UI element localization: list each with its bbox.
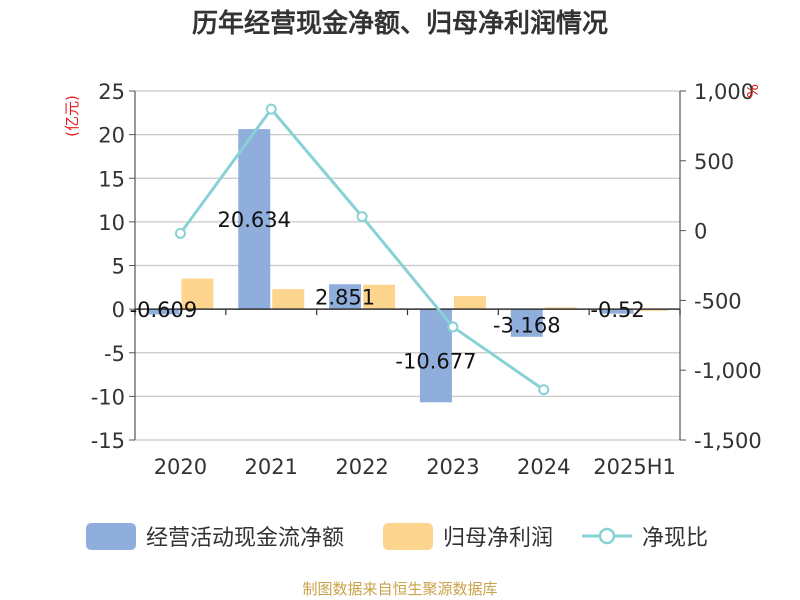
ratio-line-series <box>174 103 550 396</box>
legend: 经营活动现金流净额 归母净利润 净现比 <box>0 518 800 554</box>
ratio-point <box>265 103 277 115</box>
bar-ocf <box>510 309 543 337</box>
legend-label-np: 归母净利润 <box>443 526 554 551</box>
ratio-point <box>356 211 368 223</box>
data-label-ocf: -0.52 <box>590 298 644 322</box>
left-tick-label: 15 <box>98 167 125 191</box>
left-tick-label: -15 <box>91 429 125 453</box>
bar-np <box>272 289 305 310</box>
right-tick-label: -500 <box>694 289 742 313</box>
axes: -15 -10 -5 0 5 10 15 20 25 -1,500 -1,000 -500 0 500 1,… <box>91 80 762 479</box>
legend-item-ratio[interactable]: 净现比 <box>582 518 708 554</box>
left-tick-label: -5 <box>104 342 125 366</box>
data-label-ocf: 2.851 <box>315 286 375 310</box>
left-axis-unit: (亿元) <box>63 95 81 137</box>
bar-series <box>147 129 668 403</box>
right-tick-label: 500 <box>694 150 734 174</box>
left-tick-label: 20 <box>98 124 125 148</box>
chart-title: 历年经营现金净额、归母净利润情况 <box>191 9 608 39</box>
left-tick-label: 5 <box>112 255 125 279</box>
x-tick-label: 2022 <box>335 455 388 479</box>
x-tick-label: 2020 <box>154 455 207 479</box>
bar-ocf <box>601 309 634 314</box>
data-labels: -0.609 20.634 2.851 -10.677 -3.168 -0.52 <box>130 208 645 373</box>
right-tick-label: 0 <box>694 220 707 244</box>
legend-label-ocf: 经营活动现金流净额 <box>146 526 345 551</box>
bar-ocf <box>419 309 452 403</box>
ratio-point <box>447 321 459 333</box>
bar-ocf <box>329 284 362 310</box>
x-tick-label: 2024 <box>517 455 570 479</box>
bar-ocf <box>238 129 271 310</box>
data-label-ocf: -3.168 <box>493 313 561 337</box>
bar-np <box>181 278 214 310</box>
ratio-line <box>179 106 545 391</box>
left-tick-label: 10 <box>98 211 125 235</box>
ratio-point <box>538 384 550 396</box>
bar-np <box>635 309 668 311</box>
data-label-ocf: -10.677 <box>395 349 476 373</box>
right-tick-label: 1,000 <box>694 80 754 104</box>
bar-np <box>363 284 396 310</box>
bar-ocf <box>147 309 180 315</box>
x-tick-label: 2025H1 <box>593 455 676 479</box>
left-tick-label: 25 <box>98 80 125 104</box>
grid-lines <box>135 90 680 441</box>
bar-np <box>453 296 486 310</box>
left-tick-label: 0 <box>112 298 125 322</box>
legend-swatch-ocf <box>86 522 136 550</box>
source-note: 制图数据来自恒生聚源数据库 <box>302 580 498 598</box>
legend-item-np[interactable]: 归母净利润 <box>383 518 553 554</box>
right-tick-label: -1,000 <box>694 359 762 383</box>
data-label-ocf: -0.609 <box>130 298 198 322</box>
legend-item-ocf[interactable]: 经营活动现金流净额 <box>86 518 344 554</box>
x-tick-label: 2023 <box>426 455 479 479</box>
legend-swatch-np <box>383 522 433 550</box>
x-tick-label: 2021 <box>245 455 298 479</box>
right-axis-unit: % <box>744 84 762 98</box>
right-tick-label: -1,500 <box>694 429 762 453</box>
data-label-ocf: 20.634 <box>218 208 291 232</box>
ratio-point <box>174 227 186 239</box>
left-tick-label: -10 <box>91 385 125 409</box>
legend-line-marker <box>582 527 632 545</box>
bar-np <box>544 307 577 310</box>
legend-label-ratio: 净现比 <box>642 526 709 551</box>
